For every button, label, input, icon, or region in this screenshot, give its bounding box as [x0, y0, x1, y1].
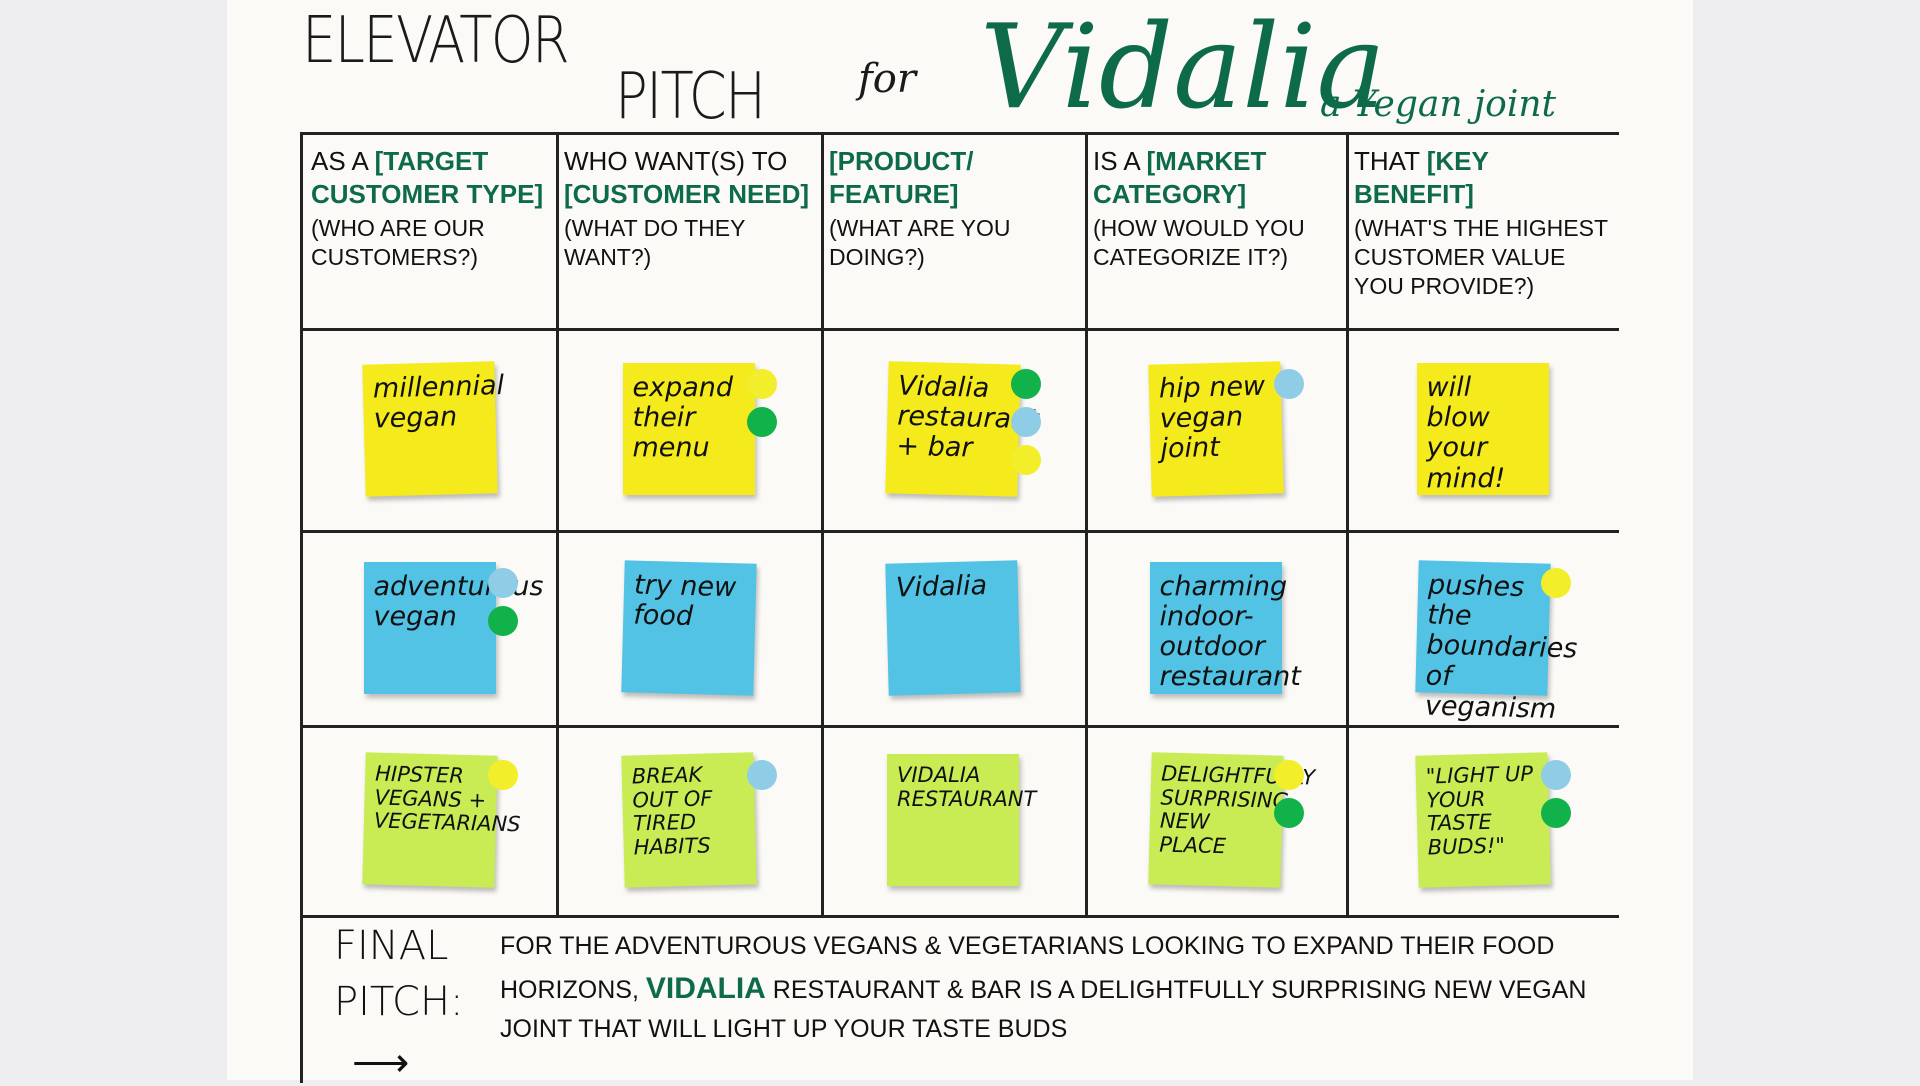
sticky-note: millennial vegan — [361, 361, 504, 497]
yellow-vote-dot — [1011, 445, 1041, 475]
header-field: [Target customer type] — [311, 146, 544, 209]
column-header: [Product/ Feature] (What are you doing?) — [821, 141, 1085, 326]
header-question: (What's the highest customer value you p… — [1354, 215, 1608, 299]
header-field: [Market category] — [1093, 146, 1267, 209]
final-text-part1: For the adventurous vegans & vegetarians… — [500, 932, 1555, 1004]
column-divider — [1085, 135, 1088, 915]
sticky-note: try new food — [620, 559, 757, 696]
row-divider — [303, 328, 1619, 331]
final-text-part2: restaurant & bar is a delightfully surpr… — [500, 975, 1587, 1043]
green-vote-dot — [746, 407, 777, 437]
green-vote-dot — [1540, 798, 1571, 828]
title-pitch: PITCH — [615, 60, 766, 134]
sticky-note: charming indoor-outdoor restaurant — [1149, 561, 1301, 694]
yellow-vote-dot — [746, 369, 777, 399]
title-elevator: ELEVATOR — [302, 4, 570, 78]
sticky-note: pushes the boundaries of veganism — [1414, 559, 1577, 724]
flipchart-paper — [227, 0, 1693, 1080]
sticky-note: expand their menu — [622, 363, 755, 495]
sticky-note: DELIGHTFULLY SURPRISING NEW PLACE — [1147, 752, 1315, 888]
header-field: [Customer need] — [564, 178, 810, 209]
column-divider — [821, 135, 824, 915]
header-question: (How would you categorize it?) — [1093, 215, 1305, 270]
green-vote-dot — [1273, 798, 1304, 828]
header-prefix: Is a — [1093, 146, 1147, 176]
yellow-vote-dot — [1273, 760, 1304, 790]
sticky-note: Vidalia — [885, 559, 1021, 696]
yellow-vote-dot — [487, 760, 518, 790]
pitch-grid: As a [Target customer type] (Who are our … — [300, 132, 1619, 1083]
sticky-note: adventurous vegan — [363, 561, 543, 694]
sticky-note: hip new vegan joint — [1147, 361, 1284, 497]
blue-vote-dot — [1011, 407, 1041, 437]
blue-vote-dot — [746, 760, 777, 790]
final-pitch-label: FINAL PITCH: — [334, 918, 464, 1030]
header-prefix: Who want(s) to — [564, 146, 788, 176]
header-field: [Key benefit] — [1354, 146, 1489, 209]
green-vote-dot — [1011, 369, 1041, 399]
sticky-note: "LIGHT UP YOUR TASTE BUDS!" — [1414, 752, 1551, 888]
final-label-line2: PITCH: — [334, 979, 464, 1025]
header-question: (Who are our customers?) — [311, 215, 485, 270]
row-divider — [303, 915, 1619, 918]
header-field: [Product/ Feature] — [829, 146, 974, 209]
yellow-vote-dot — [1540, 567, 1571, 598]
column-header: That [Key benefit] (What's the highest cu… — [1346, 141, 1619, 326]
column-header: Is a [Market category] (How would you cat… — [1085, 141, 1346, 326]
column-header: Who want(s) to [Customer need] (What do t… — [556, 141, 821, 326]
sticky-note: Vidalia restaurant + bar — [885, 361, 1039, 497]
sticky-note: VIDALIA RESTAURANT — [887, 754, 1036, 886]
sticky-note: BREAK OUT OF TIRED HABITS — [620, 752, 757, 888]
row-divider — [303, 530, 1619, 533]
header-question: (What do they want?) — [564, 215, 746, 270]
blue-vote-dot — [1540, 760, 1571, 790]
tagline: a Yegan joint — [1320, 84, 1556, 125]
green-vote-dot — [487, 605, 518, 636]
column-divider — [556, 135, 559, 915]
arrow-icon: ⟶ — [352, 1041, 410, 1085]
blue-vote-dot — [1273, 369, 1304, 399]
final-label-line1: FINAL — [334, 923, 449, 969]
header-prefix: As a — [311, 146, 375, 176]
header-prefix: That — [1354, 146, 1427, 176]
column-header: As a [Target customer type] (Who are our … — [303, 141, 556, 326]
final-pitch-text: For the adventurous vegans & vegetarians… — [500, 928, 1600, 1048]
column-divider — [1346, 135, 1349, 915]
row-divider — [303, 725, 1619, 728]
sticky-note: HIPSTER VEGANS + VEGETARIANS — [361, 752, 520, 888]
blue-vote-dot — [487, 567, 518, 598]
sticky-note: will blow your mind! — [1416, 363, 1549, 495]
brand-name: Vidalia — [980, 0, 1386, 135]
header-question: (What are you doing?) — [829, 215, 1011, 270]
final-text-brand: Vidalia — [645, 971, 766, 1005]
title-for: for — [858, 56, 917, 102]
